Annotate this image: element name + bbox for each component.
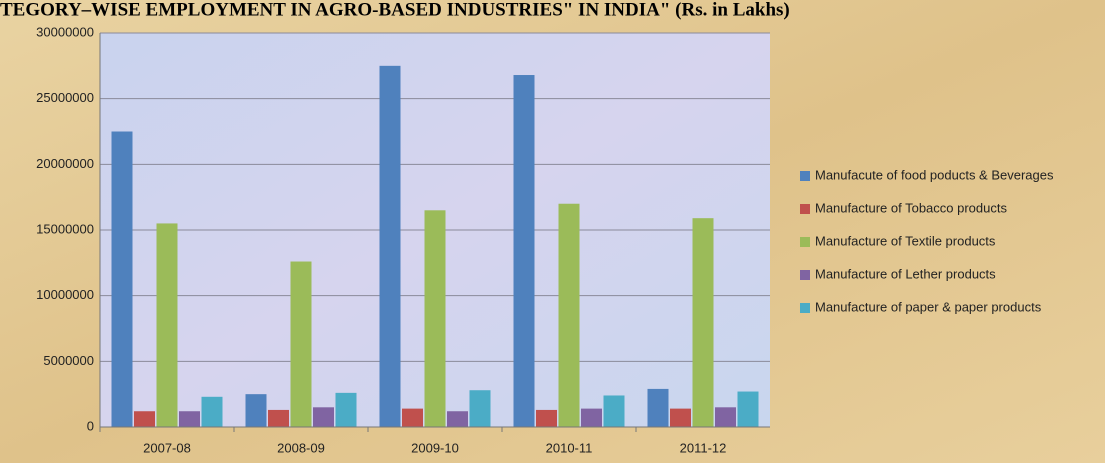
legend-label: Manufacture of Textile products xyxy=(815,233,996,248)
bar xyxy=(290,261,312,427)
x-tick-label: 2010-11 xyxy=(546,440,593,455)
legend-label: Manufacture of paper & paper products xyxy=(815,299,1042,314)
bar xyxy=(536,409,557,427)
y-tick-label: 15000000 xyxy=(36,221,94,236)
bar xyxy=(670,408,691,427)
y-tick-label: 20000000 xyxy=(36,156,94,171)
bar xyxy=(156,223,178,427)
bar xyxy=(581,408,602,427)
bar xyxy=(134,411,155,427)
x-tick-label: 2011-12 xyxy=(680,440,727,455)
bar xyxy=(715,407,736,427)
legend-swatch xyxy=(800,237,810,247)
legend-swatch xyxy=(800,270,810,280)
x-tick-label: 2009-10 xyxy=(411,440,459,455)
bar xyxy=(558,203,580,427)
y-tick-label: 25000000 xyxy=(36,90,94,105)
bar xyxy=(201,396,223,427)
bar xyxy=(513,75,535,427)
legend-label: Manufacture of Lether products xyxy=(815,266,996,281)
bar xyxy=(447,411,468,427)
x-tick-label: 2008-09 xyxy=(277,440,325,455)
legend-label: Manufacute of food poducts & Beverages xyxy=(815,167,1054,182)
bar xyxy=(379,65,401,427)
legend-label: Manufacture of Tobacco products xyxy=(815,200,1007,215)
x-tick-label: 2007-08 xyxy=(143,440,191,455)
chart-title: TEGORY–WISE EMPLOYMENT IN AGRO-BASED IND… xyxy=(0,0,790,20)
bar xyxy=(179,411,200,427)
y-tick-label: 10000000 xyxy=(36,287,94,302)
bar xyxy=(603,395,625,427)
bar xyxy=(647,388,669,427)
bar xyxy=(313,407,334,427)
bar xyxy=(111,131,133,427)
bar xyxy=(335,392,357,427)
legend-swatch xyxy=(800,204,810,214)
bar xyxy=(268,409,289,427)
y-tick-label: 30000000 xyxy=(36,24,94,39)
bar xyxy=(402,408,423,427)
bar xyxy=(469,390,491,427)
bar xyxy=(245,394,267,427)
y-tick-label: 0 xyxy=(87,418,94,433)
bar xyxy=(737,391,759,427)
legend-swatch xyxy=(800,303,810,313)
bar xyxy=(692,218,714,427)
bar xyxy=(424,210,446,427)
legend-swatch xyxy=(800,171,810,181)
y-tick-label: 5000000 xyxy=(43,353,94,368)
